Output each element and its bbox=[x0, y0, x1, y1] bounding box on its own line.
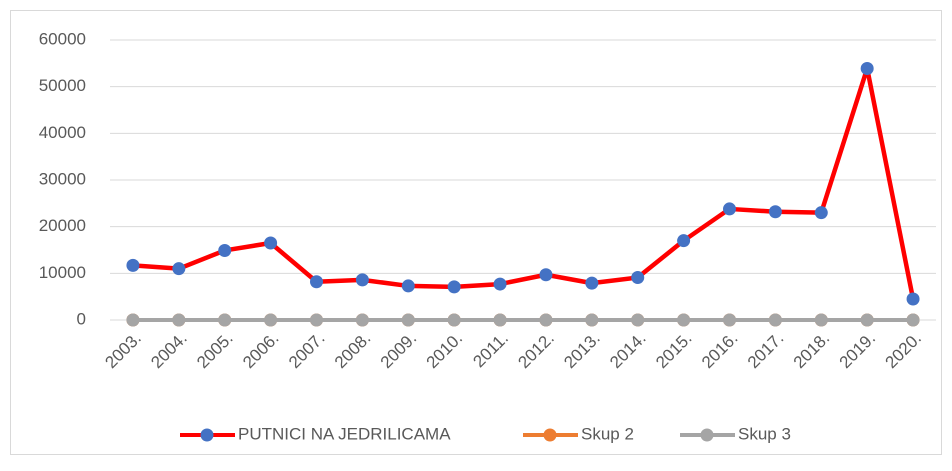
marker bbox=[264, 313, 278, 327]
marker bbox=[631, 271, 645, 285]
y-tick-label: 10000 bbox=[39, 263, 86, 282]
marker bbox=[218, 313, 232, 327]
legend-label: PUTNICI NA JEDRILICAMA bbox=[238, 424, 451, 443]
legend-marker bbox=[200, 428, 214, 442]
marker bbox=[447, 280, 461, 294]
marker bbox=[264, 236, 278, 250]
y-tick-label: 60000 bbox=[39, 29, 86, 48]
marker bbox=[310, 275, 323, 289]
marker bbox=[310, 313, 323, 327]
marker bbox=[493, 277, 507, 291]
marker bbox=[126, 313, 140, 327]
legend-label: Skup 3 bbox=[738, 424, 791, 443]
marker bbox=[401, 279, 415, 293]
marker bbox=[814, 206, 828, 220]
legend-marker bbox=[543, 428, 557, 442]
marker bbox=[539, 268, 553, 282]
marker bbox=[355, 313, 369, 327]
marker bbox=[723, 202, 736, 216]
marker bbox=[768, 313, 782, 327]
marker bbox=[447, 313, 461, 327]
y-tick-label: 20000 bbox=[39, 216, 86, 235]
marker bbox=[906, 292, 920, 306]
chart-border bbox=[10, 10, 942, 455]
marker bbox=[631, 313, 645, 327]
marker bbox=[355, 273, 369, 287]
marker bbox=[172, 313, 186, 327]
marker bbox=[906, 313, 920, 327]
legend-label: Skup 2 bbox=[581, 424, 634, 443]
marker bbox=[585, 276, 599, 290]
marker bbox=[814, 313, 828, 327]
marker bbox=[126, 258, 140, 272]
marker bbox=[768, 205, 782, 219]
marker bbox=[401, 313, 415, 327]
y-tick-label: 50000 bbox=[39, 76, 86, 95]
y-tick-label: 30000 bbox=[39, 169, 86, 188]
y-tick-label: 40000 bbox=[39, 123, 86, 142]
marker bbox=[677, 234, 691, 248]
marker bbox=[677, 313, 691, 327]
series-line bbox=[132, 66, 916, 300]
marker bbox=[172, 262, 186, 276]
marker bbox=[539, 313, 553, 327]
y-tick-label: 0 bbox=[77, 309, 86, 328]
marker bbox=[493, 313, 507, 327]
marker bbox=[860, 61, 874, 75]
marker bbox=[585, 313, 599, 327]
legend-marker bbox=[700, 428, 714, 442]
marker bbox=[218, 243, 232, 257]
marker bbox=[723, 313, 736, 327]
marker bbox=[860, 313, 874, 327]
